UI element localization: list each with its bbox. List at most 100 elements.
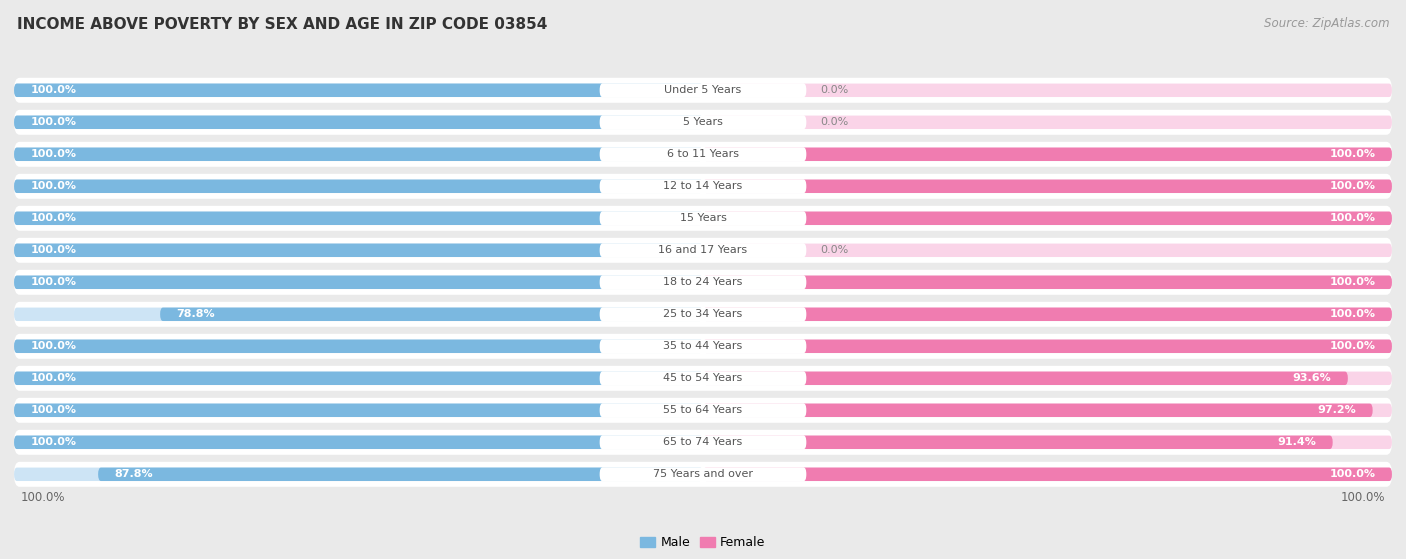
Text: 65 to 74 Years: 65 to 74 Years [664, 437, 742, 447]
FancyBboxPatch shape [599, 83, 807, 97]
Text: 100.0%: 100.0% [31, 149, 76, 159]
FancyBboxPatch shape [14, 339, 703, 353]
FancyBboxPatch shape [98, 467, 703, 481]
FancyBboxPatch shape [160, 307, 703, 321]
Text: 87.8%: 87.8% [115, 470, 153, 479]
FancyBboxPatch shape [703, 84, 1392, 97]
Text: 35 to 44 Years: 35 to 44 Years [664, 342, 742, 351]
FancyBboxPatch shape [14, 78, 1392, 103]
FancyBboxPatch shape [14, 244, 703, 257]
Text: 100.0%: 100.0% [1330, 277, 1375, 287]
Text: 100.0%: 100.0% [31, 405, 76, 415]
FancyBboxPatch shape [703, 307, 1392, 321]
FancyBboxPatch shape [14, 467, 703, 481]
FancyBboxPatch shape [703, 116, 1392, 129]
FancyBboxPatch shape [14, 404, 703, 417]
FancyBboxPatch shape [703, 276, 1392, 289]
FancyBboxPatch shape [14, 148, 703, 161]
Text: Under 5 Years: Under 5 Years [665, 86, 741, 95]
Text: 100.0%: 100.0% [31, 245, 76, 255]
FancyBboxPatch shape [703, 179, 1392, 193]
Text: 55 to 64 Years: 55 to 64 Years [664, 405, 742, 415]
FancyBboxPatch shape [703, 467, 1392, 481]
Text: 6 to 11 Years: 6 to 11 Years [666, 149, 740, 159]
FancyBboxPatch shape [14, 372, 703, 385]
Text: 45 to 54 Years: 45 to 54 Years [664, 373, 742, 383]
FancyBboxPatch shape [703, 339, 1392, 353]
Text: 100.0%: 100.0% [31, 437, 76, 447]
FancyBboxPatch shape [599, 243, 807, 257]
FancyBboxPatch shape [599, 339, 807, 353]
Text: 12 to 14 Years: 12 to 14 Years [664, 181, 742, 191]
Text: 93.6%: 93.6% [1292, 373, 1331, 383]
FancyBboxPatch shape [14, 339, 703, 353]
FancyBboxPatch shape [703, 179, 1392, 193]
FancyBboxPatch shape [14, 366, 1392, 391]
FancyBboxPatch shape [703, 435, 1392, 449]
Text: 100.0%: 100.0% [31, 342, 76, 351]
Text: 100.0%: 100.0% [1330, 470, 1375, 479]
FancyBboxPatch shape [14, 116, 703, 129]
FancyBboxPatch shape [14, 276, 703, 289]
Text: 100.0%: 100.0% [1330, 342, 1375, 351]
Text: 15 Years: 15 Years [679, 214, 727, 223]
FancyBboxPatch shape [14, 211, 703, 225]
FancyBboxPatch shape [14, 84, 703, 97]
Text: 100.0%: 100.0% [31, 373, 76, 383]
FancyBboxPatch shape [14, 148, 703, 161]
FancyBboxPatch shape [599, 403, 807, 418]
FancyBboxPatch shape [14, 211, 703, 225]
FancyBboxPatch shape [703, 339, 1392, 353]
FancyBboxPatch shape [14, 270, 1392, 295]
FancyBboxPatch shape [14, 398, 1392, 423]
FancyBboxPatch shape [14, 179, 703, 193]
Text: 75 Years and over: 75 Years and over [652, 470, 754, 479]
Text: 97.2%: 97.2% [1317, 405, 1357, 415]
FancyBboxPatch shape [703, 211, 1392, 225]
FancyBboxPatch shape [599, 115, 807, 129]
Text: 100.0%: 100.0% [31, 86, 76, 95]
Text: 5 Years: 5 Years [683, 117, 723, 127]
FancyBboxPatch shape [703, 435, 1333, 449]
FancyBboxPatch shape [599, 275, 807, 290]
FancyBboxPatch shape [599, 467, 807, 481]
FancyBboxPatch shape [14, 110, 1392, 135]
Text: 100.0%: 100.0% [1330, 309, 1375, 319]
Text: 18 to 24 Years: 18 to 24 Years [664, 277, 742, 287]
Text: 0.0%: 0.0% [820, 245, 848, 255]
Text: 100.0%: 100.0% [1340, 491, 1385, 504]
FancyBboxPatch shape [599, 371, 807, 385]
FancyBboxPatch shape [599, 147, 807, 162]
FancyBboxPatch shape [14, 84, 703, 97]
Text: 0.0%: 0.0% [820, 117, 848, 127]
FancyBboxPatch shape [14, 142, 1392, 167]
FancyBboxPatch shape [14, 302, 1392, 327]
FancyBboxPatch shape [599, 211, 807, 225]
FancyBboxPatch shape [703, 276, 1392, 289]
FancyBboxPatch shape [703, 307, 1392, 321]
FancyBboxPatch shape [599, 179, 807, 193]
FancyBboxPatch shape [14, 430, 1392, 455]
Text: 25 to 34 Years: 25 to 34 Years [664, 309, 742, 319]
FancyBboxPatch shape [703, 244, 1392, 257]
FancyBboxPatch shape [14, 307, 703, 321]
Text: INCOME ABOVE POVERTY BY SEX AND AGE IN ZIP CODE 03854: INCOME ABOVE POVERTY BY SEX AND AGE IN Z… [17, 17, 547, 32]
FancyBboxPatch shape [14, 435, 703, 449]
FancyBboxPatch shape [14, 179, 703, 193]
FancyBboxPatch shape [703, 372, 1392, 385]
Text: 100.0%: 100.0% [21, 491, 66, 504]
Text: 100.0%: 100.0% [1330, 214, 1375, 223]
Text: 100.0%: 100.0% [1330, 149, 1375, 159]
FancyBboxPatch shape [14, 462, 1392, 487]
FancyBboxPatch shape [14, 116, 703, 129]
FancyBboxPatch shape [703, 148, 1392, 161]
Text: 100.0%: 100.0% [31, 181, 76, 191]
FancyBboxPatch shape [14, 244, 703, 257]
FancyBboxPatch shape [14, 276, 703, 289]
Text: 78.8%: 78.8% [177, 309, 215, 319]
Text: 0.0%: 0.0% [820, 86, 848, 95]
Text: 100.0%: 100.0% [31, 117, 76, 127]
FancyBboxPatch shape [14, 238, 1392, 263]
FancyBboxPatch shape [703, 404, 1392, 417]
Text: 100.0%: 100.0% [31, 214, 76, 223]
